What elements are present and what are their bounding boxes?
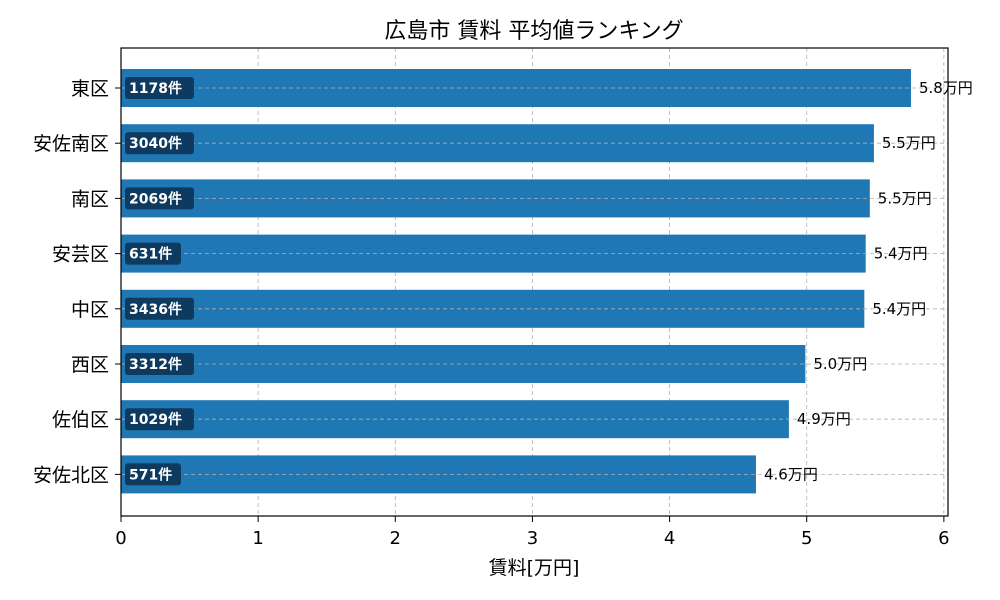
count-label: 1178件: [129, 80, 182, 97]
x-tick-label: 0: [115, 528, 126, 549]
count-label: 3436件: [129, 301, 182, 318]
count-label: 2069件: [129, 190, 182, 207]
value-label: 4.9万円: [797, 410, 851, 428]
x-tick-label: 1: [252, 528, 263, 549]
y-tick-label: 南区: [71, 188, 109, 210]
x-tick-label: 4: [664, 528, 675, 549]
y-tick-label: 安佐南区: [33, 133, 109, 155]
y-tick-label: 東区: [71, 78, 109, 100]
value-label: 5.5万円: [878, 189, 932, 207]
value-label: 5.5万円: [882, 134, 936, 152]
chart-title: 広島市 賃料 平均値ランキング: [384, 19, 683, 44]
x-axis: 0 1 2 3 4 5 6: [115, 516, 950, 549]
count-badge: [125, 463, 181, 486]
count-badge: [125, 408, 194, 431]
bars: 1178件 5.8万円 3040件 5.5万円 2069件 5.5万円 631件 5.4万円 3…: [121, 69, 973, 494]
count-badge: [125, 77, 194, 99]
value-label: 5.8万円: [919, 79, 973, 97]
x-tick-label: 6: [938, 528, 949, 549]
bar: [121, 124, 874, 163]
value-label: 5.4万円: [872, 300, 926, 318]
count-badge: [125, 353, 194, 375]
value-label: 5.4万円: [874, 245, 928, 263]
x-axis-label: 賃料[万円]: [489, 557, 580, 579]
count-badge: [125, 242, 181, 265]
x-tick-label: 5: [801, 528, 812, 549]
y-tick-label: 佐伯区: [52, 409, 109, 431]
plot-frame: [120, 47, 949, 517]
count-label: 571件: [129, 466, 172, 483]
count-badge: [125, 297, 194, 320]
y-tick-label: 中区: [71, 299, 109, 321]
y-tick-label: 西区: [71, 354, 109, 376]
count-label: 631件: [129, 246, 172, 263]
count-label: 3040件: [129, 135, 182, 152]
count-badge: [125, 132, 194, 155]
count-label: 3312件: [129, 356, 182, 373]
y-tick-label: 安芸区: [52, 244, 109, 266]
count-label: 1029件: [129, 411, 182, 428]
x-tick-label: 3: [527, 528, 538, 549]
count-badge: [125, 187, 194, 210]
x-tick-label: 2: [390, 528, 401, 549]
value-label: 5.0万円: [813, 355, 867, 373]
value-label: 4.6万円: [764, 465, 818, 483]
y-tick-label: 安佐北区: [33, 464, 109, 486]
